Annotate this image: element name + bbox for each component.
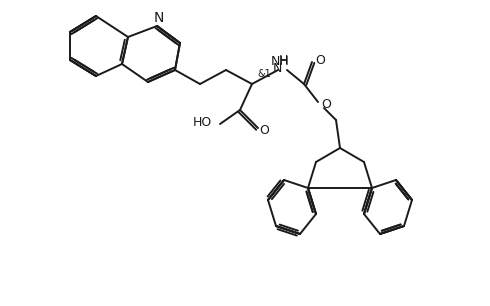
Text: N: N [272, 62, 282, 74]
Text: O: O [259, 124, 269, 136]
Text: NH: NH [270, 54, 290, 68]
Text: O: O [315, 54, 325, 66]
Text: N: N [154, 11, 164, 25]
Text: H: H [278, 54, 288, 66]
Text: &1: &1 [257, 69, 271, 79]
Text: O: O [321, 98, 331, 110]
Text: HO: HO [193, 115, 212, 129]
